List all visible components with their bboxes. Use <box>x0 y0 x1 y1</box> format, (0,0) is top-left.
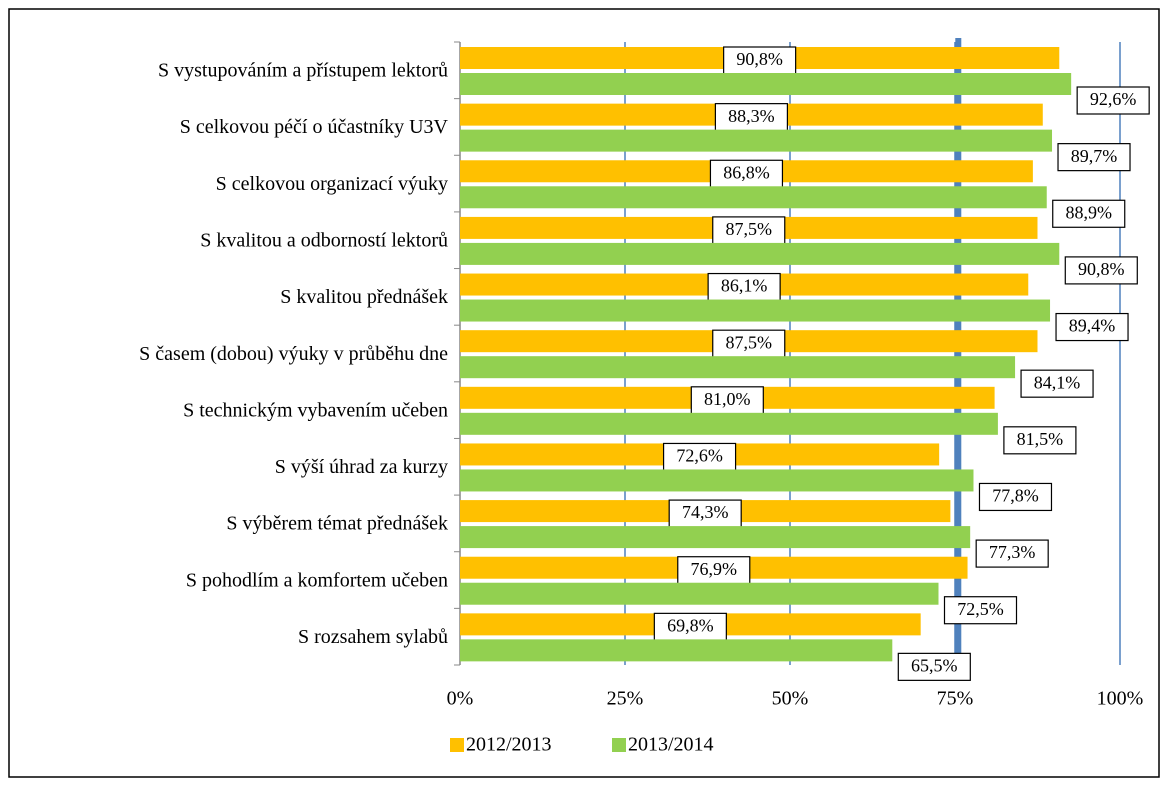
data-label: 92,6% <box>1090 89 1137 109</box>
legend-swatch <box>612 738 626 752</box>
data-label: 88,9% <box>1065 202 1112 222</box>
category-label: S výší úhrad za kurzy <box>275 456 448 478</box>
bar <box>460 73 1072 95</box>
bar <box>460 412 998 435</box>
data-label: 72,5% <box>957 599 1004 619</box>
x-tick-label: 100% <box>1097 688 1144 710</box>
data-label: 86,1% <box>721 276 768 296</box>
data-label-box <box>1057 143 1131 172</box>
category-label: S technickým vybavením učeben <box>183 399 448 421</box>
x-tick-label: 25% <box>607 688 644 710</box>
x-tick-label: 0% <box>447 688 474 710</box>
data-label: 74,3% <box>682 502 729 522</box>
category-label: S celkovou organizací výuky <box>216 173 448 195</box>
category-label: S časem (dobou) výuky v průběhu dne <box>139 343 448 365</box>
data-label: 76,9% <box>691 559 738 579</box>
bar <box>460 639 893 662</box>
bar <box>460 582 939 605</box>
data-label-box <box>712 329 786 358</box>
data-label: 86,8% <box>723 162 770 182</box>
data-label-box <box>707 272 781 302</box>
data-label-box <box>1020 369 1094 398</box>
data-label: 89,4% <box>1069 316 1116 336</box>
data-label: 90,8% <box>736 49 783 69</box>
category-label: S rozsahem sylabů <box>298 626 448 648</box>
data-label-box <box>1003 426 1077 455</box>
data-label-box <box>897 652 971 681</box>
bar <box>460 526 971 549</box>
data-label-box <box>1052 199 1126 228</box>
bar <box>460 469 974 492</box>
data-label-box <box>1076 86 1150 115</box>
data-label-box <box>1064 256 1138 285</box>
bar <box>460 242 1060 265</box>
data-label-box <box>943 596 1018 625</box>
category-label: S celkovou péčí o účastníky U3V <box>180 116 449 138</box>
data-label: 89,7% <box>1071 146 1118 166</box>
bar <box>460 129 1053 152</box>
data-label: 81,5% <box>1017 429 1064 449</box>
data-label: 87,5% <box>726 219 773 239</box>
data-label-box <box>714 103 788 132</box>
data-label: 87,5% <box>726 332 773 352</box>
data-label: 77,3% <box>989 542 1036 562</box>
data-label-box <box>975 539 1049 568</box>
x-tick-label: 50% <box>772 688 809 710</box>
data-label-box <box>690 386 764 415</box>
data-label-box <box>978 482 1053 512</box>
category-label: S výběrem témat přednášek <box>226 513 448 535</box>
data-label: 81,0% <box>704 389 751 409</box>
data-label: 84,1% <box>1034 372 1081 392</box>
data-label: 72,6% <box>676 446 723 466</box>
category-label: S pohodlím a komfortem učeben <box>186 569 448 591</box>
x-tick-label: 75% <box>937 688 974 710</box>
bar <box>460 356 1016 379</box>
legend-label: 2012/2013 <box>466 734 552 756</box>
category-label: S kvalitou přednášek <box>280 286 448 308</box>
data-label: 77,8% <box>992 486 1039 506</box>
category-label: S kvalitou a odborností lektorů <box>200 230 448 252</box>
legend-swatch <box>450 738 464 752</box>
data-label: 65,5% <box>911 655 958 675</box>
category-label: S vystupováním a přístupem lektorů <box>158 60 448 82</box>
data-label-box <box>712 216 786 245</box>
data-label-box <box>709 159 784 188</box>
legend-label: 2013/2014 <box>628 734 714 756</box>
bar <box>460 186 1047 209</box>
data-label: 88,3% <box>728 106 775 126</box>
data-label-box <box>723 46 797 75</box>
data-label-box <box>1055 312 1129 342</box>
data-label: 90,8% <box>1078 259 1125 279</box>
data-label: 69,8% <box>667 615 714 635</box>
bar <box>460 299 1051 322</box>
